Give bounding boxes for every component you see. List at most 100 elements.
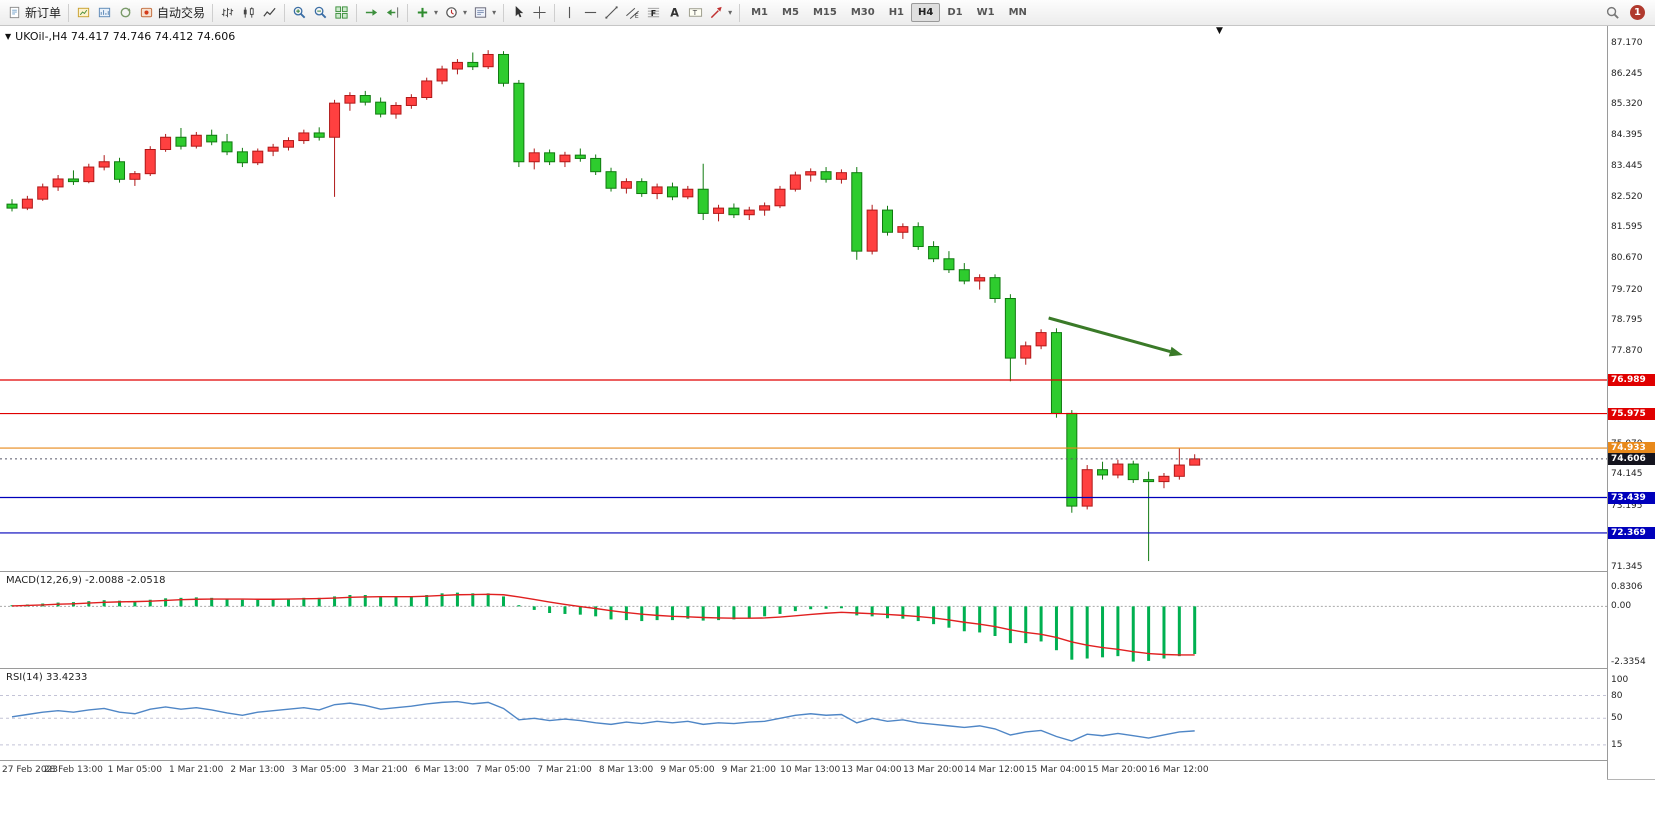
rsi-panel: RSI(14) 33.4233 (0, 669, 1607, 760)
axis-label: 80.670 (1611, 253, 1643, 264)
equidistant-channel-icon: E (626, 7, 640, 20)
candle (881, 205, 894, 236)
macd-label: MACD(12,26,9) -2.0088 -2.0518 (6, 575, 166, 586)
timeframe-m30[interactable]: M30 (850, 7, 875, 18)
main-chart-canvas[interactable] (0, 26, 1607, 571)
axis-label: 0.00 (1611, 601, 1632, 612)
axis-label: 86.245 (1611, 68, 1643, 79)
trendline-icon (605, 6, 618, 19)
time-axis-label: 16 Mar 12:00 (1148, 765, 1209, 775)
arrows-button[interactable]: ▾ (706, 3, 735, 22)
candle (713, 204, 725, 222)
trendline-button[interactable] (601, 3, 622, 22)
candle (6, 199, 18, 212)
line-chart-icon (263, 7, 276, 17)
cursor-button[interactable] (508, 3, 529, 22)
notification-badge[interactable]: 1 (1630, 5, 1645, 20)
macd-signal-line (11, 593, 1195, 656)
candle (144, 146, 156, 176)
zoom-in-button[interactable] (289, 3, 310, 22)
timeframe-d1[interactable]: D1 (947, 7, 963, 18)
indicators-button[interactable]: ▾ (412, 3, 441, 22)
price-tag-73.439: 73.439 (1608, 491, 1655, 504)
timeframe-m5[interactable]: M5 (782, 7, 799, 18)
candle (83, 163, 95, 184)
axis-label: 71.345 (1611, 561, 1643, 572)
fibonacci-icon: F (647, 7, 660, 18)
fibonacci-button[interactable]: F (643, 3, 664, 22)
timeframe-w1[interactable]: W1 (976, 7, 995, 18)
svg-text:T: T (692, 8, 698, 17)
time-axis-label: 8 Mar 13:00 (598, 765, 654, 775)
candle (175, 127, 187, 150)
chart-shift-button[interactable] (382, 3, 403, 22)
templates-button[interactable]: ▾ (470, 3, 499, 22)
time-axis-label: 10 Mar 13:00 (780, 765, 841, 775)
new-order-icon (9, 6, 20, 19)
timeframe-m1[interactable]: M1 (751, 7, 769, 18)
zoom-out-button[interactable] (310, 3, 331, 22)
candle (943, 251, 955, 274)
autotrade-button[interactable]: 自动交易 (136, 2, 208, 23)
candle (190, 131, 202, 149)
symbol-dropdown-icon[interactable]: ▼ (5, 32, 12, 41)
candle (544, 149, 556, 166)
crosshair-button[interactable] (529, 3, 550, 22)
chart-plots: ▼ UKOil-,H4 74.417 74.746 74.412 74.606 … (0, 26, 1607, 780)
axis-label: 85.320 (1611, 99, 1643, 110)
chart-shift-marker-icon[interactable]: ▼ (1216, 26, 1223, 36)
new-order-button-label: 新订单 (25, 6, 62, 20)
time-axis[interactable]: 27 Feb 2023 28 Feb 13:00 1 Mar 05:00 1 Mar … (0, 760, 1607, 780)
candle (989, 274, 1001, 303)
text-label-button[interactable]: T (685, 3, 706, 22)
timeframe-m15[interactable]: M15 (812, 7, 837, 18)
auto-scroll-button[interactable] (361, 3, 382, 22)
candle (743, 206, 755, 221)
axis-label: 83.445 (1611, 161, 1643, 172)
candle (958, 263, 970, 285)
time-axis-label: 9 Mar 05:00 (660, 765, 715, 775)
refresh-button[interactable] (115, 3, 136, 22)
svg-text:E: E (635, 13, 639, 20)
chart-shift-icon (386, 7, 399, 18)
panel-divider[interactable] (0, 571, 1607, 572)
time-axis-label: 2 Mar 13:00 (230, 765, 285, 775)
price-tag-75.975: 75.975 (1608, 407, 1655, 420)
candlestick-chart-button[interactable] (238, 3, 259, 22)
chart-window-button[interactable] (73, 3, 94, 22)
time-axis-label: 28 Feb 13:00 (43, 765, 103, 775)
horizontal-line-button[interactable] (580, 3, 601, 22)
axis-label: 73.195 (1611, 500, 1643, 511)
profiles-button[interactable] (94, 3, 115, 22)
equidistant-channel-button[interactable]: E (622, 3, 643, 22)
candle (451, 59, 463, 75)
bar-chart-button[interactable] (217, 3, 238, 22)
panel-divider[interactable] (0, 668, 1607, 669)
candle (651, 183, 663, 200)
time-axis-label: 27 Feb 2023 (2, 765, 59, 775)
chart-window: ▼ UKOil-,H4 74.417 74.746 74.412 74.606 … (0, 26, 1655, 780)
macd-canvas[interactable] (0, 572, 1607, 668)
tile-windows-button[interactable] (331, 3, 352, 22)
vertical-line-button[interactable] (559, 3, 580, 22)
timeframe-h4[interactable]: H4 (911, 3, 941, 22)
new-order-button[interactable]: 新订单 (4, 2, 64, 23)
timeframe-h1[interactable]: H1 (888, 7, 905, 18)
chart-symbol-title: ▼ UKOil-,H4 74.417 74.746 74.412 74.606 (5, 30, 235, 43)
periods-button[interactable]: ▾ (441, 3, 470, 22)
trend-arrow-annotation[interactable] (1048, 316, 1171, 353)
search-button[interactable] (1602, 3, 1623, 22)
vertical-line-icon (569, 6, 571, 19)
cursor-icon (515, 5, 524, 18)
rsi-canvas[interactable] (0, 669, 1607, 760)
candle (528, 148, 540, 170)
candle (574, 148, 586, 162)
axis-label: 100 (1611, 675, 1629, 686)
timeframe-mn[interactable]: MN (1008, 7, 1027, 18)
line-chart-button[interactable] (259, 3, 280, 22)
price-axis[interactable]: 87.170 86.245 85.320 84.395 83.445 82.520 81.5… (1607, 26, 1655, 779)
text-button[interactable]: A (664, 3, 685, 22)
axis-label: 15 (1611, 739, 1623, 750)
toolbar-separator (554, 3, 556, 22)
